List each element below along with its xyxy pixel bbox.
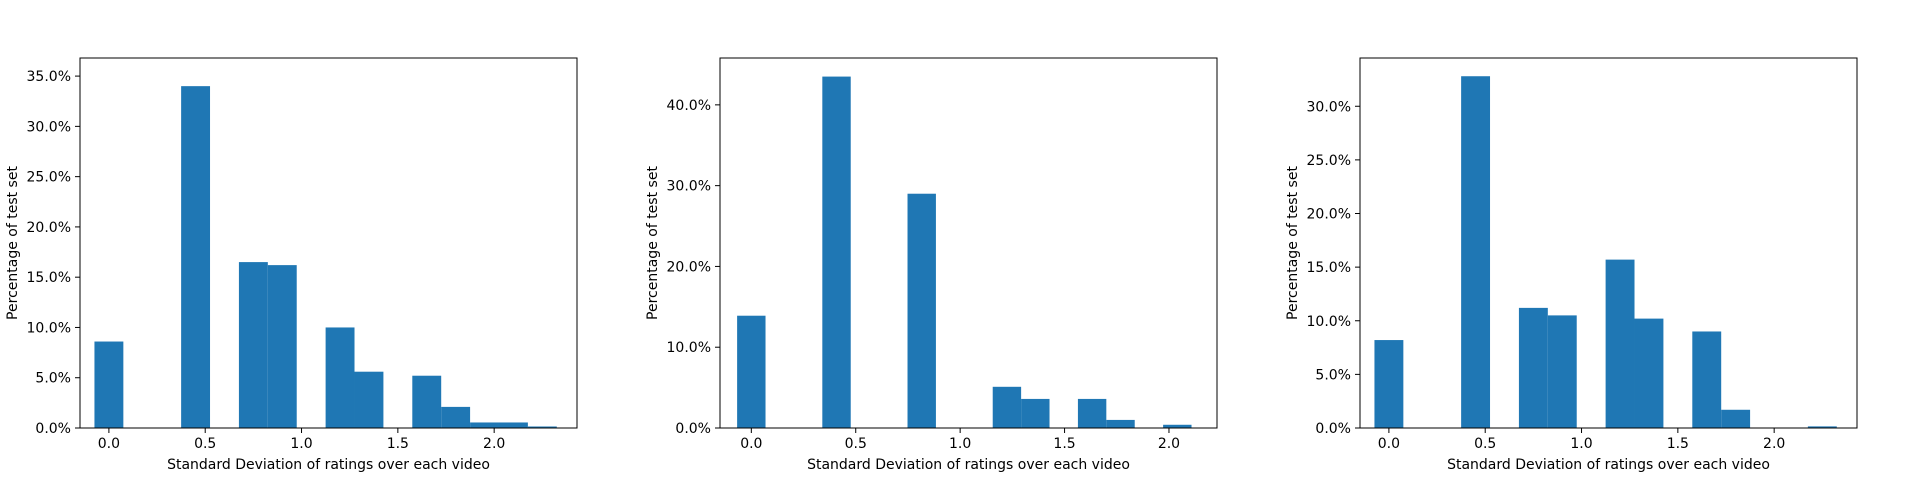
y-tick-label: 0.0%: [35, 421, 71, 437]
histogram-bar: [267, 265, 297, 428]
histogram-bar: [1518, 307, 1548, 428]
plot-frame: [1359, 57, 1858, 429]
histogram-bar: [94, 341, 124, 428]
x-tick-label: 1.5: [1053, 436, 1075, 452]
y-tick-label: 5.0%: [35, 371, 71, 387]
histogram-bar: [412, 375, 442, 428]
x-tick-label: 0.5: [194, 436, 216, 452]
histogram-bar: [1807, 426, 1837, 428]
y-tick-label: 15.0%: [27, 270, 71, 286]
x-tick-label: 2.0: [1158, 436, 1180, 452]
histogram-bar: [238, 262, 268, 428]
chart-panel-1: 0.0 0.5 1.0 1.5 2.0 0.0% 5.0% 10.0% 15.0% 20.0% 25…: [5, 57, 578, 473]
histogram-bar: [992, 386, 1022, 428]
x-axis-label: Standard Deviation of ratings over each …: [1447, 457, 1770, 473]
y-tick-label: 10.0%: [1307, 314, 1351, 330]
x-tick-label: 1.5: [1667, 436, 1689, 452]
x-tick-label: 0.0: [98, 436, 120, 452]
x-tick-label: 1.0: [1570, 436, 1592, 452]
y-tick-label: 30.0%: [27, 119, 71, 135]
chart-panel-2: 0.0 0.5 1.0 1.5 2.0 0.0% 10.0% 20.0% 30.0% 40.0% S…: [645, 57, 1218, 473]
plot-frame: [719, 57, 1218, 429]
x-tick-label: 0.5: [845, 436, 867, 452]
x-tick-label: 1.0: [949, 436, 971, 452]
y-tick-label: 10.0%: [27, 320, 71, 336]
histogram-bar: [1163, 424, 1192, 428]
y-tick-label: 5.0%: [1315, 367, 1351, 383]
x-tick-label: 0.0: [740, 436, 762, 452]
y-tick-label: 20.0%: [667, 259, 711, 275]
x-tick-label: 0.0: [1378, 436, 1400, 452]
y-tick-label: 25.0%: [1307, 153, 1351, 169]
y-tick-label: 0.0%: [1315, 421, 1351, 437]
y-tick-label: 30.0%: [1307, 99, 1351, 115]
y-tick-label: 20.0%: [1307, 207, 1351, 223]
y-tick-label: 25.0%: [27, 170, 71, 186]
histogram-bar: [1721, 409, 1751, 428]
histogram-bar: [1077, 398, 1107, 428]
y-tick-label: 10.0%: [667, 340, 711, 356]
x-tick-label: 0.5: [1474, 436, 1496, 452]
x-tick-label: 2.0: [483, 436, 505, 452]
x-axis-label: Standard Deviation of ratings over each …: [807, 457, 1130, 473]
histogram-bar: [354, 371, 384, 428]
histogram-bar: [498, 422, 528, 428]
histogram-bar: [1374, 340, 1404, 428]
histogram-bar: [181, 86, 211, 429]
x-axis-label: Standard Deviation of ratings over each …: [167, 457, 490, 473]
histogram-bar: [1021, 398, 1050, 428]
x-tick-label: 1.5: [387, 436, 409, 452]
y-axis-label: Percentage of test set: [5, 166, 21, 320]
histogram-bar: [441, 406, 471, 428]
y-tick-label: 0.0%: [675, 421, 711, 437]
histogram-bar: [527, 426, 557, 428]
histogram-bar: [907, 193, 936, 428]
y-tick-label: 40.0%: [667, 98, 711, 114]
histogram-bar: [1461, 76, 1491, 428]
histogram-bar: [737, 315, 766, 428]
y-tick-label: 35.0%: [27, 69, 71, 85]
y-tick-label: 20.0%: [27, 220, 71, 236]
histogram-bar: [1106, 419, 1135, 428]
y-axis-label: Percentage of test set: [1285, 166, 1301, 320]
histogram-bar: [470, 422, 499, 428]
x-tick-label: 2.0: [1763, 436, 1785, 452]
histogram-bar: [1605, 259, 1635, 428]
histogram-bar: [1692, 331, 1722, 428]
chart-panel-3: 0.0 0.5 1.0 1.5 2.0 0.0% 5.0% 10.0% 15.0% 20.0% 25…: [1285, 57, 1858, 473]
y-axis-label: Percentage of test set: [645, 166, 661, 320]
x-tick-label: 1.0: [290, 436, 312, 452]
histogram-bar: [822, 76, 851, 428]
y-tick-label: 30.0%: [667, 179, 711, 195]
plot-frame: [79, 57, 578, 429]
histogram-bar: [1547, 315, 1577, 428]
histogram-bar: [325, 327, 355, 428]
y-tick-label: 15.0%: [1307, 260, 1351, 276]
histogram-bar: [1634, 318, 1664, 428]
